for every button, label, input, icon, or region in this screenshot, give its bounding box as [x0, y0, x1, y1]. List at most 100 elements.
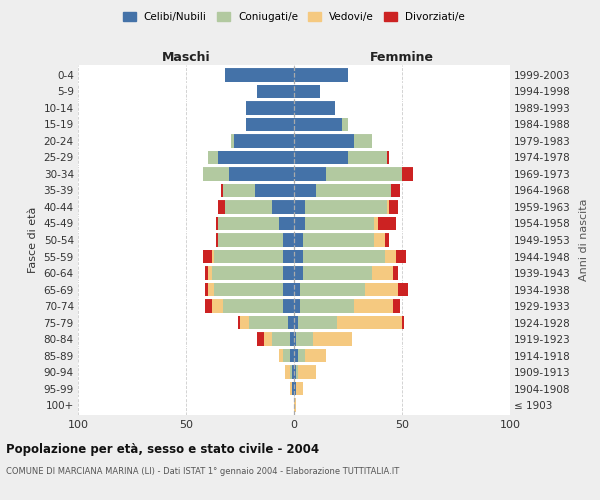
Bar — [305, 216, 374, 230]
Bar — [218, 200, 225, 214]
Bar — [283, 283, 294, 296]
Bar — [302, 266, 372, 280]
Bar — [294, 134, 355, 147]
Bar — [294, 382, 296, 396]
Y-axis label: Fasce di età: Fasce di età — [28, 207, 38, 273]
Bar — [402, 316, 404, 330]
Bar — [294, 316, 298, 330]
Bar — [296, 366, 298, 379]
Bar — [348, 150, 387, 164]
Bar — [233, 134, 294, 147]
Bar — [283, 250, 294, 264]
Bar — [294, 101, 335, 114]
Bar — [378, 216, 395, 230]
Bar — [294, 349, 298, 362]
Bar — [208, 266, 212, 280]
Bar — [290, 382, 292, 396]
Bar — [203, 250, 212, 264]
Bar — [302, 233, 374, 247]
Bar — [286, 366, 290, 379]
Bar — [294, 150, 348, 164]
Text: Femmine: Femmine — [370, 51, 434, 64]
Bar — [394, 266, 398, 280]
Legend: Celibi/Nubili, Coniugati/e, Vedovi/e, Divorziati/e: Celibi/Nubili, Coniugati/e, Vedovi/e, Di… — [119, 8, 469, 26]
Bar — [212, 250, 214, 264]
Bar — [290, 332, 294, 346]
Bar — [294, 332, 296, 346]
Bar — [272, 332, 290, 346]
Bar — [398, 283, 409, 296]
Bar — [294, 233, 302, 247]
Bar — [248, 316, 287, 330]
Bar — [301, 300, 355, 313]
Bar — [232, 134, 233, 147]
Bar — [212, 300, 223, 313]
Bar — [272, 200, 294, 214]
Bar — [341, 118, 348, 131]
Bar — [337, 316, 402, 330]
Bar — [372, 266, 394, 280]
Bar — [218, 233, 283, 247]
Bar — [205, 283, 208, 296]
Bar — [279, 349, 283, 362]
Bar — [216, 216, 218, 230]
Bar — [326, 167, 402, 180]
Bar — [294, 366, 296, 379]
Bar — [294, 84, 320, 98]
Bar — [294, 300, 301, 313]
Bar — [257, 332, 264, 346]
Bar — [218, 216, 279, 230]
Bar — [208, 283, 214, 296]
Bar — [216, 233, 218, 247]
Bar — [255, 184, 294, 197]
Bar — [395, 250, 406, 264]
Text: Maschi: Maschi — [161, 51, 211, 64]
Bar — [212, 266, 283, 280]
Bar — [203, 167, 229, 180]
Bar — [294, 216, 305, 230]
Bar — [292, 382, 294, 396]
Bar — [305, 349, 326, 362]
Bar — [365, 283, 398, 296]
Bar — [247, 118, 294, 131]
Bar — [301, 283, 365, 296]
Bar — [374, 233, 385, 247]
Bar — [294, 398, 296, 412]
Bar — [225, 68, 294, 82]
Bar — [238, 316, 240, 330]
Text: Popolazione per età, sesso e stato civile - 2004: Popolazione per età, sesso e stato civil… — [6, 442, 319, 456]
Bar — [298, 366, 316, 379]
Bar — [287, 316, 294, 330]
Bar — [402, 167, 413, 180]
Bar — [208, 150, 218, 164]
Bar — [257, 84, 294, 98]
Bar — [389, 200, 398, 214]
Bar — [240, 316, 248, 330]
Bar — [264, 332, 272, 346]
Bar — [205, 266, 208, 280]
Bar — [305, 200, 387, 214]
Bar — [290, 349, 294, 362]
Bar — [387, 200, 389, 214]
Bar — [214, 283, 283, 296]
Bar — [290, 366, 292, 379]
Bar — [294, 118, 341, 131]
Bar — [298, 349, 305, 362]
Bar — [205, 300, 212, 313]
Text: COMUNE DI MARCIANA MARINA (LI) - Dati ISTAT 1° gennaio 2004 - Elaborazione TUTTI: COMUNE DI MARCIANA MARINA (LI) - Dati IS… — [6, 468, 399, 476]
Y-axis label: Anni di nascita: Anni di nascita — [579, 198, 589, 281]
Bar — [296, 332, 313, 346]
Bar — [283, 266, 294, 280]
Bar — [247, 101, 294, 114]
Bar — [316, 184, 391, 197]
Bar — [298, 316, 337, 330]
Bar — [225, 200, 272, 214]
Bar — [374, 216, 378, 230]
Bar — [221, 184, 223, 197]
Bar — [394, 300, 400, 313]
Bar — [292, 366, 294, 379]
Bar — [283, 349, 290, 362]
Bar — [296, 382, 302, 396]
Bar — [283, 300, 294, 313]
Bar — [385, 250, 395, 264]
